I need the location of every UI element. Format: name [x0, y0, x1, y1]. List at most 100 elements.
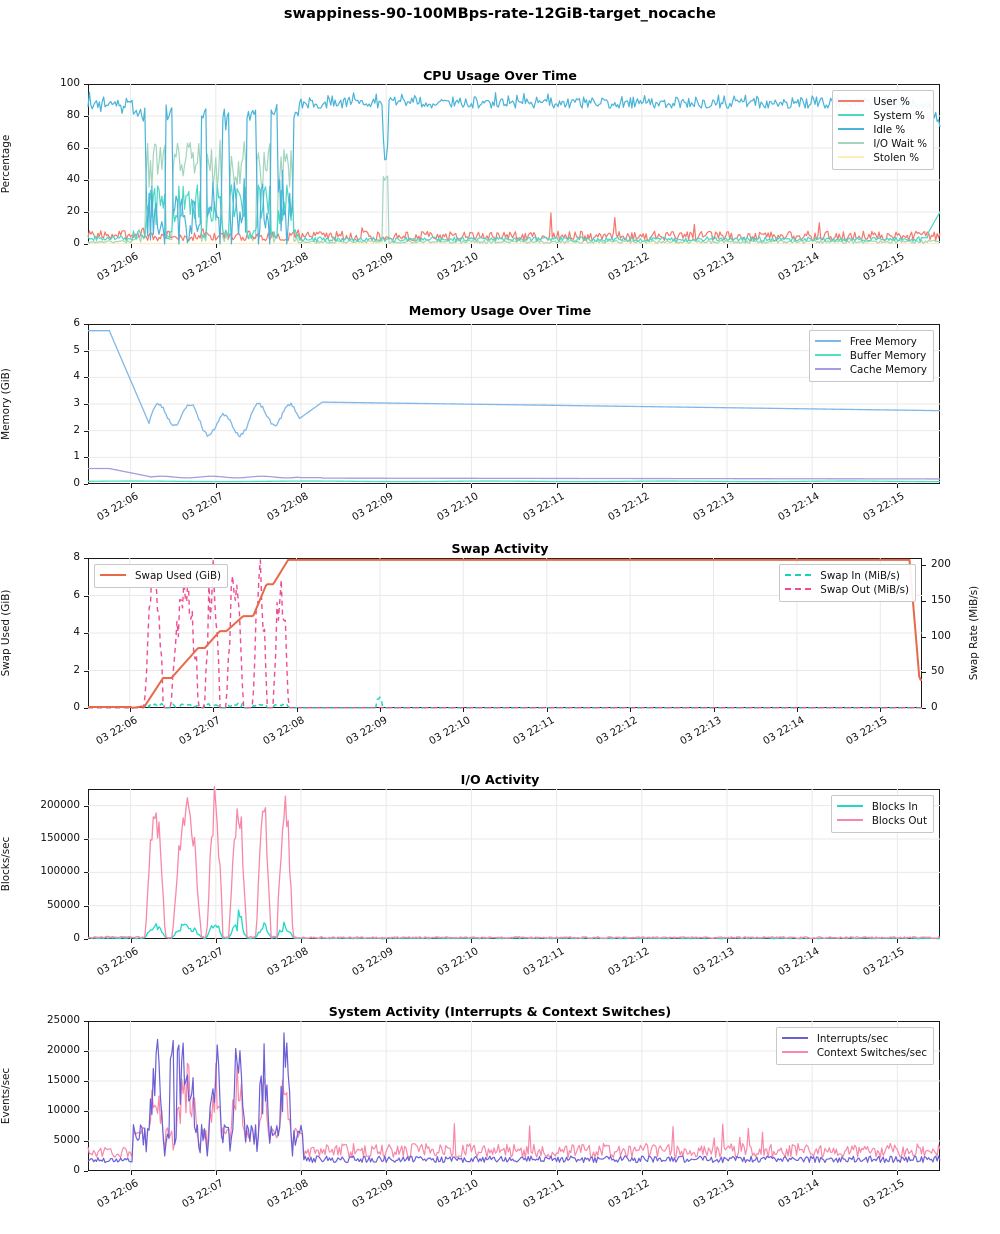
x-tick-label: 03 22:09: [344, 715, 390, 748]
y-tick-label: 6: [73, 588, 80, 601]
legend-item: Blocks Out: [836, 814, 927, 828]
legend-io[interactable]: Blocks In Blocks Out: [830, 795, 934, 833]
y-tick-mark: [84, 484, 88, 485]
x-tick-label: 03 22:11: [521, 946, 567, 979]
x-tick-mark: [301, 939, 302, 943]
legend-system[interactable]: Interrupts/sec Context Switches/sec: [775, 1027, 934, 1065]
legend-swatch: [814, 349, 847, 363]
y-tick-mark: [84, 430, 88, 432]
x-tick-mark: [630, 708, 632, 712]
x-tick-label: 03 22:13: [691, 946, 737, 979]
legend-item: Context Switches/sec: [781, 1046, 927, 1060]
y-tick-mark: [84, 872, 88, 874]
x-tick-mark: [556, 484, 558, 488]
y2-tick-label: 200: [931, 558, 951, 571]
y-tick-mark: [84, 708, 88, 709]
y-tick-mark: [84, 1081, 88, 1082]
figure-title: swappiness-90-100MBps-rate-12GiB-target_…: [283, 6, 717, 22]
x-tick-label: 03 22:06: [95, 946, 141, 979]
chart-title-cpu: CPU Usage Over Time: [423, 68, 577, 83]
legend-item: Swap In (MiB/s): [785, 569, 909, 583]
legend-item: Free Memory: [814, 335, 927, 349]
x-tick-label: 03 22:10: [435, 946, 481, 979]
x-tick-label: 03 22:07: [180, 491, 226, 524]
x-tick-label: 03 22:10: [435, 1178, 481, 1211]
legend-label: Context Switches/sec: [816, 1046, 927, 1059]
y2-tick-mark: [922, 565, 926, 567]
x-tick-mark: [130, 939, 132, 943]
x-tick-label: 03 22:08: [265, 1178, 311, 1211]
x-tick-mark: [386, 939, 388, 943]
y-tick-label: 4: [73, 370, 80, 383]
y-tick-label: 0: [73, 237, 80, 249]
y-tick-label: 2: [73, 663, 80, 676]
legend-swatch: [838, 137, 870, 151]
legend-swap[interactable]: Swap In (MiB/s) Swap Out (MiB/s): [779, 564, 916, 602]
chart-title-swap: Swap Activity: [451, 541, 549, 556]
y-axis-label-memory: Memory (GiB): [0, 368, 12, 440]
x-tick-label: 03 22:08: [265, 946, 311, 979]
y-tick-mark: [84, 180, 88, 181]
x-tick-mark: [463, 708, 465, 712]
legend-swatch: [838, 123, 870, 137]
legend-item: I/O Wait %: [838, 137, 927, 151]
x-tick-label: 03 22:11: [521, 1178, 567, 1211]
legend-item: System %: [838, 109, 927, 123]
x-tick-mark: [213, 708, 215, 712]
legend-memory[interactable]: Free Memory Buffer Memory Cache Memory: [808, 330, 934, 382]
y-tick-mark: [84, 84, 88, 85]
y-tick-label: 3: [73, 397, 80, 409]
y-tick-label: 0: [73, 701, 80, 713]
x-tick-label: 03 22:11: [511, 715, 557, 748]
x-tick-mark: [130, 244, 132, 248]
x-tick-mark: [386, 244, 388, 248]
panel-cpu: CPU Usage Over Time 0 20 40 60 80 100 Percentag…: [0, 0, 1000, 283]
x-tick-label: 03 22:14: [776, 946, 822, 979]
y-tick-label: 150000: [40, 832, 80, 844]
y2-tick-mark: [922, 636, 926, 638]
y-tick-mark: [84, 1141, 88, 1142]
x-tick-mark: [641, 244, 643, 248]
legend-cpu[interactable]: User % System % Idle % I/O Wait % Stolen %: [832, 90, 934, 170]
y-tick-mark: [84, 805, 88, 807]
x-tick-label: 03 22:06: [95, 251, 141, 284]
y-tick-mark: [84, 558, 88, 559]
y-tick-label: 1: [73, 450, 80, 463]
y-tick-mark: [84, 148, 88, 149]
y-tick-label: 5000: [53, 1134, 80, 1146]
legend-item: Idle %: [838, 123, 927, 137]
x-tick-label: 03 22:09: [350, 1178, 396, 1211]
x-tick-label: 03 22:06: [94, 715, 140, 748]
legend-item: Stolen %: [838, 151, 927, 165]
y-tick-mark: [84, 377, 88, 379]
y-tick-label: 60: [66, 141, 80, 153]
x-tick-mark: [812, 484, 814, 488]
y-tick-label: 0: [73, 1164, 80, 1176]
x-tick-label: 03 22:10: [427, 715, 473, 748]
x-tick-mark: [129, 708, 131, 712]
legend-item: Cache Memory: [814, 363, 927, 377]
legend-swatch: [781, 1046, 814, 1060]
x-tick-mark: [727, 484, 728, 488]
legend-swap-left[interactable]: Swap Used (GiB): [94, 564, 229, 588]
x-tick-mark: [215, 484, 217, 488]
x-tick-mark: [215, 939, 217, 943]
y2-axis-label: Swap Rate (MiB/s): [968, 585, 980, 681]
x-tick-mark: [130, 484, 132, 488]
y-tick-label: 100: [60, 77, 80, 89]
x-tick-mark: [471, 939, 473, 943]
legend-item: Blocks In: [836, 800, 927, 814]
x-tick-mark: [727, 1171, 728, 1175]
x-tick-mark: [812, 1171, 814, 1175]
chart-title-memory: Memory Usage Over Time: [408, 303, 592, 318]
x-tick-mark: [796, 708, 798, 712]
y-axis-label-swap: Swap Used (GiB): [0, 589, 12, 677]
chart-title-system: System Activity (Interrupts & Context Sw…: [328, 1004, 672, 1019]
y-axis-label-cpu: Percentage: [0, 134, 12, 194]
legend-item: Buffer Memory: [814, 349, 927, 363]
y-tick-label: 50000: [46, 898, 80, 911]
legend-label: Idle %: [873, 123, 906, 136]
y2-tick-mark: [922, 672, 926, 674]
legend-swatch: [838, 109, 870, 123]
